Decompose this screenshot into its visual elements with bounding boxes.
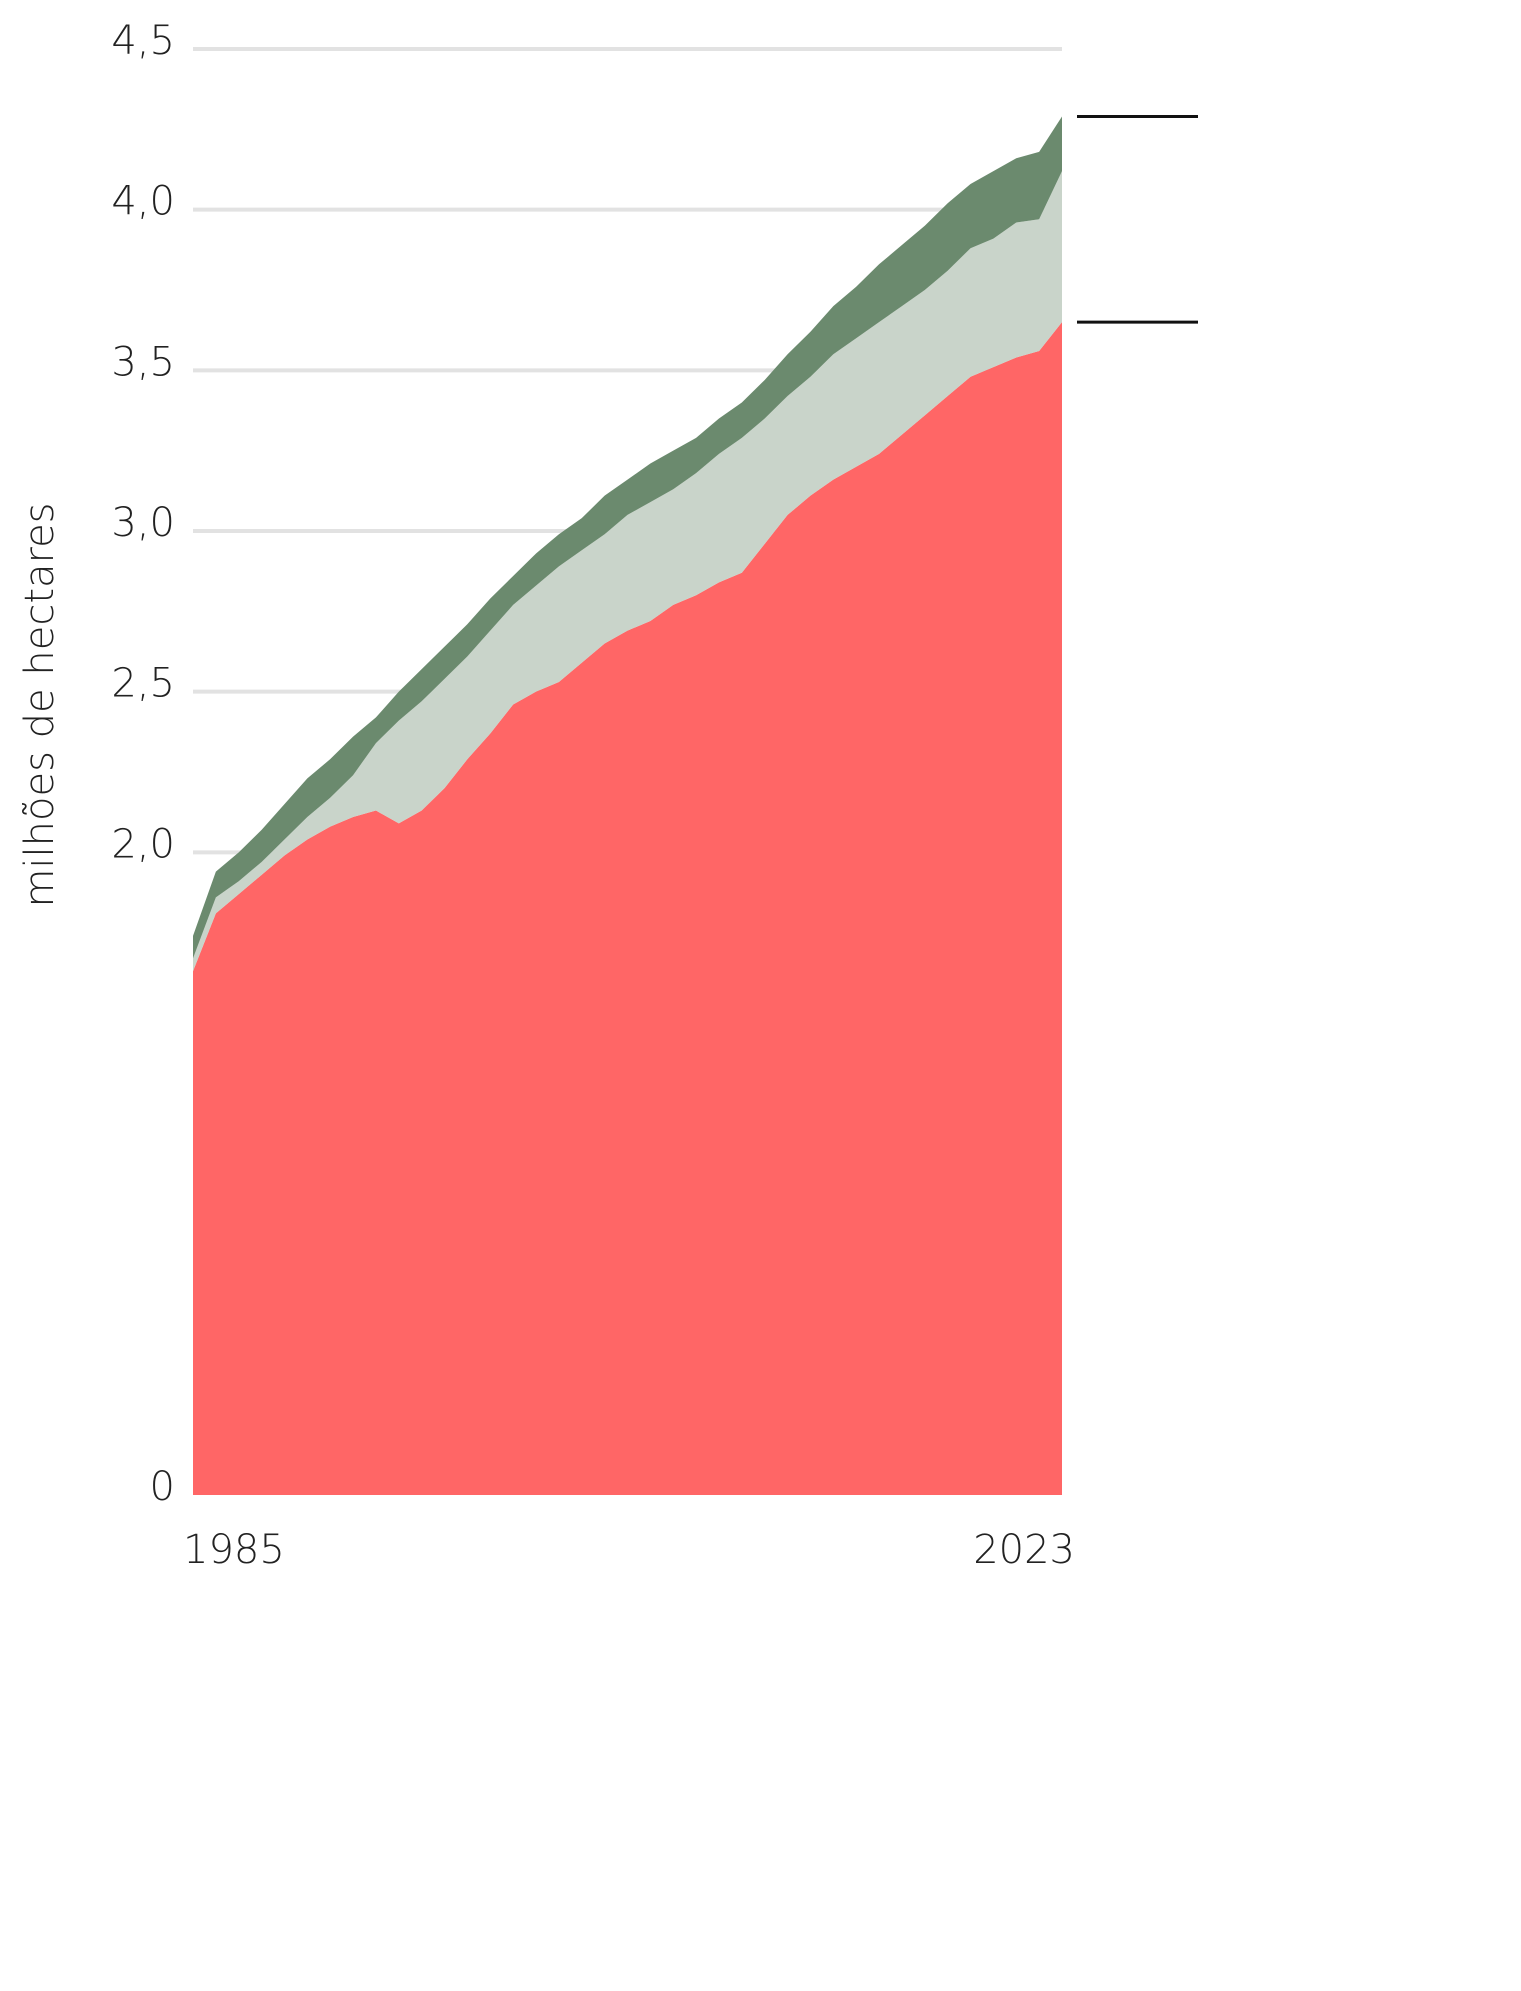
area [193,322,1062,1496]
y-tick-label: 0 [150,1464,175,1510]
y-tick-label: 4,0 [111,179,175,225]
y-tick-label: 3,5 [111,339,175,385]
y-axis-label: milhões de hectares [17,502,63,907]
y-tick-label: 3,0 [111,500,175,546]
y-tick-label: 2,5 [111,661,175,707]
y-tick-label: 2,0 [111,821,175,867]
x-tick-label: 1985 [183,1527,285,1573]
y-tick-label: 4,5 [111,18,175,64]
area [193,171,1062,972]
area [193,116,1062,959]
x-tick-label: 2023 [973,1527,1075,1573]
